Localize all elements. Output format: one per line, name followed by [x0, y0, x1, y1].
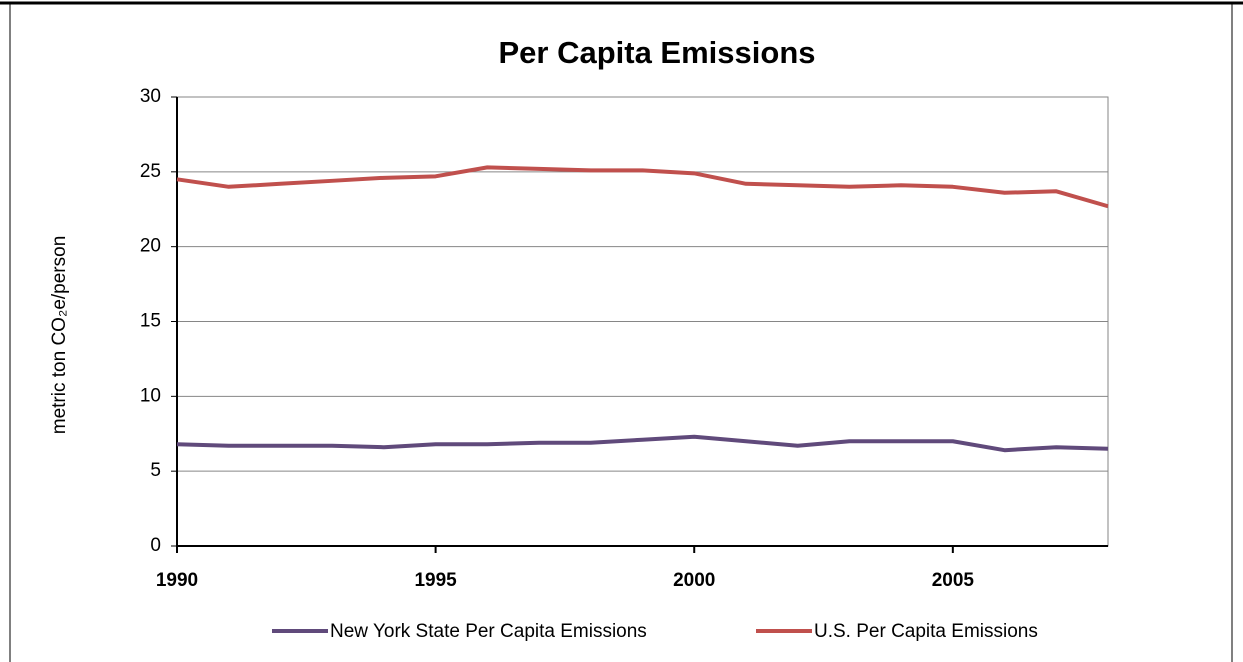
- x-tick-label: 2000: [673, 570, 715, 591]
- y-tick-label: 5: [150, 460, 161, 481]
- y-tick-label: 30: [140, 86, 161, 107]
- y-tick-label: 25: [140, 161, 161, 182]
- y-tick-label: 0: [150, 535, 161, 556]
- y-tick-label: 10: [140, 385, 161, 406]
- chart-title: Per Capita Emissions: [498, 35, 815, 70]
- legend-label: New York State Per Capita Emissions: [330, 621, 647, 642]
- x-tick-label: 2005: [932, 570, 975, 591]
- series-line: [176, 434, 1109, 453]
- x-tick-label: 1995: [414, 570, 457, 591]
- y-tick-label: 15: [140, 311, 161, 332]
- legend-label: U.S. Per Capita Emissions: [814, 621, 1038, 642]
- y-tick-label: 20: [140, 236, 161, 257]
- x-tick-label: 1990: [156, 570, 198, 591]
- y-axis-label: metric ton CO₂e/person: [49, 236, 70, 435]
- series-line: [176, 165, 1109, 209]
